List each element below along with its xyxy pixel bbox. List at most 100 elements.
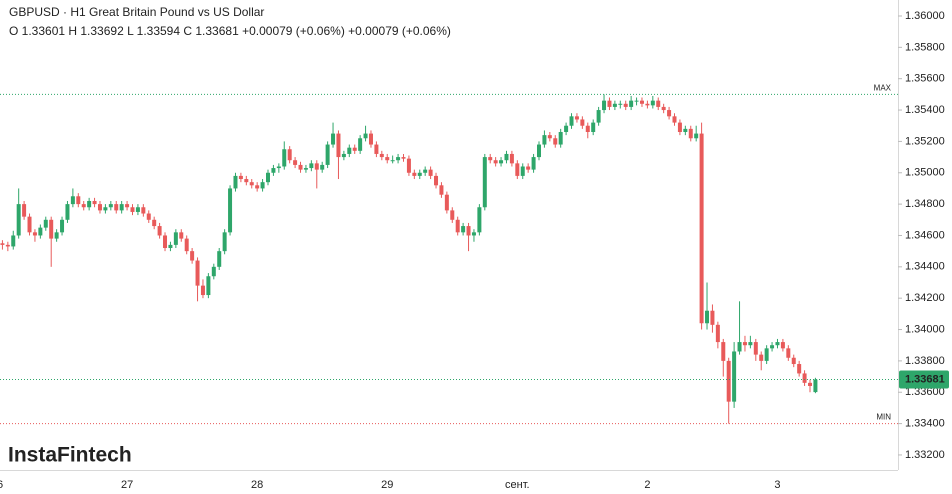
candle-body <box>553 138 558 145</box>
candle-body <box>764 348 769 361</box>
candle-body <box>293 160 298 165</box>
candle-body <box>22 204 27 217</box>
candle-body <box>770 345 775 349</box>
candle-body <box>141 207 146 214</box>
candle-body <box>471 232 476 236</box>
candle-body <box>108 204 113 208</box>
candle-body <box>244 179 249 183</box>
candle-body <box>60 219 65 233</box>
candle-body <box>379 153 384 158</box>
x-tick-label: 26 <box>0 479 3 491</box>
candle-body <box>255 185 260 189</box>
candle-body <box>726 360 731 402</box>
candle-body <box>146 213 151 220</box>
candle-body <box>92 200 97 205</box>
y-tick-label: 1.34000 <box>905 323 945 335</box>
min-label: MIN <box>876 413 891 422</box>
y-tick-label: 1.33200 <box>905 449 945 461</box>
candle-body <box>76 196 81 205</box>
candle-body <box>163 235 168 249</box>
candle-body <box>699 133 704 324</box>
candle-body <box>27 216 32 233</box>
candle-body <box>428 169 433 176</box>
candle-body <box>276 166 281 169</box>
candle-body <box>5 244 10 247</box>
candle-body <box>152 219 157 227</box>
candle-body <box>417 172 422 176</box>
candle-body <box>504 153 509 161</box>
candle-body <box>412 172 417 176</box>
candle-body <box>331 133 336 145</box>
candle-body <box>439 185 444 195</box>
candle-body <box>488 157 493 161</box>
candle-body <box>564 125 569 133</box>
candle-body <box>11 235 16 247</box>
candle-body <box>184 238 189 252</box>
last-price-badge <box>899 370 949 389</box>
candle-body <box>705 310 710 324</box>
y-tick-label: 1.33800 <box>905 355 945 367</box>
candle-body <box>179 232 184 239</box>
candle-body <box>526 166 531 170</box>
candle-body <box>596 110 601 123</box>
candle-body <box>748 342 753 346</box>
candle-body <box>406 158 411 173</box>
candle-body <box>542 135 547 145</box>
candle-body <box>450 210 455 220</box>
candle-body <box>645 103 650 106</box>
x-tick-label: 3 <box>774 479 780 491</box>
candle-body <box>737 342 742 352</box>
y-tick-label: 1.35000 <box>905 167 945 179</box>
candle-body <box>358 138 363 151</box>
candle-body <box>336 133 341 158</box>
candle-body <box>222 232 227 252</box>
y-tick-label: 1.35400 <box>905 104 945 116</box>
x-tick-label: 28 <box>251 479 263 491</box>
y-tick-label: 1.34200 <box>905 292 945 304</box>
candle-body <box>797 364 802 374</box>
candle-body <box>65 204 70 220</box>
candle-body <box>477 207 482 233</box>
x-tick-label: 27 <box>121 479 133 491</box>
candle-body <box>314 163 319 170</box>
candle-body <box>303 168 308 170</box>
candle-body <box>661 106 666 111</box>
candle-body <box>742 342 747 346</box>
candle-body <box>54 232 59 239</box>
candle-body <box>786 348 791 358</box>
candle-body <box>271 168 276 173</box>
candle-body <box>309 163 314 169</box>
candle-body <box>520 166 525 176</box>
candle-body <box>16 204 21 236</box>
candle-body <box>683 128 688 133</box>
candle-body <box>650 100 655 106</box>
candle-body <box>753 342 758 355</box>
candle-body <box>569 116 574 126</box>
candle-body <box>509 153 514 164</box>
candle-body <box>195 260 200 286</box>
candle-body <box>347 147 352 154</box>
candle-body <box>602 100 607 111</box>
candle-body <box>228 188 233 233</box>
candle-body <box>249 182 254 186</box>
candle-body <box>531 157 536 170</box>
candle-body <box>672 116 677 123</box>
candle-body <box>385 157 390 161</box>
candle-body <box>49 219 54 239</box>
candle-body <box>157 226 162 236</box>
candle-body <box>298 164 303 170</box>
candle-body <box>721 342 726 361</box>
candle-body <box>791 357 796 365</box>
candle-body <box>802 373 807 383</box>
y-tick-label: 1.33600 <box>905 386 945 398</box>
candle-body <box>206 276 211 296</box>
candle-body <box>87 200 92 208</box>
candle-body <box>656 100 661 107</box>
max-label: MAX <box>874 83 892 92</box>
candle-body <box>211 266 216 277</box>
candle-body <box>130 207 135 212</box>
candle-body <box>732 351 737 402</box>
candle-body <box>114 204 119 211</box>
candle-body <box>363 133 368 139</box>
